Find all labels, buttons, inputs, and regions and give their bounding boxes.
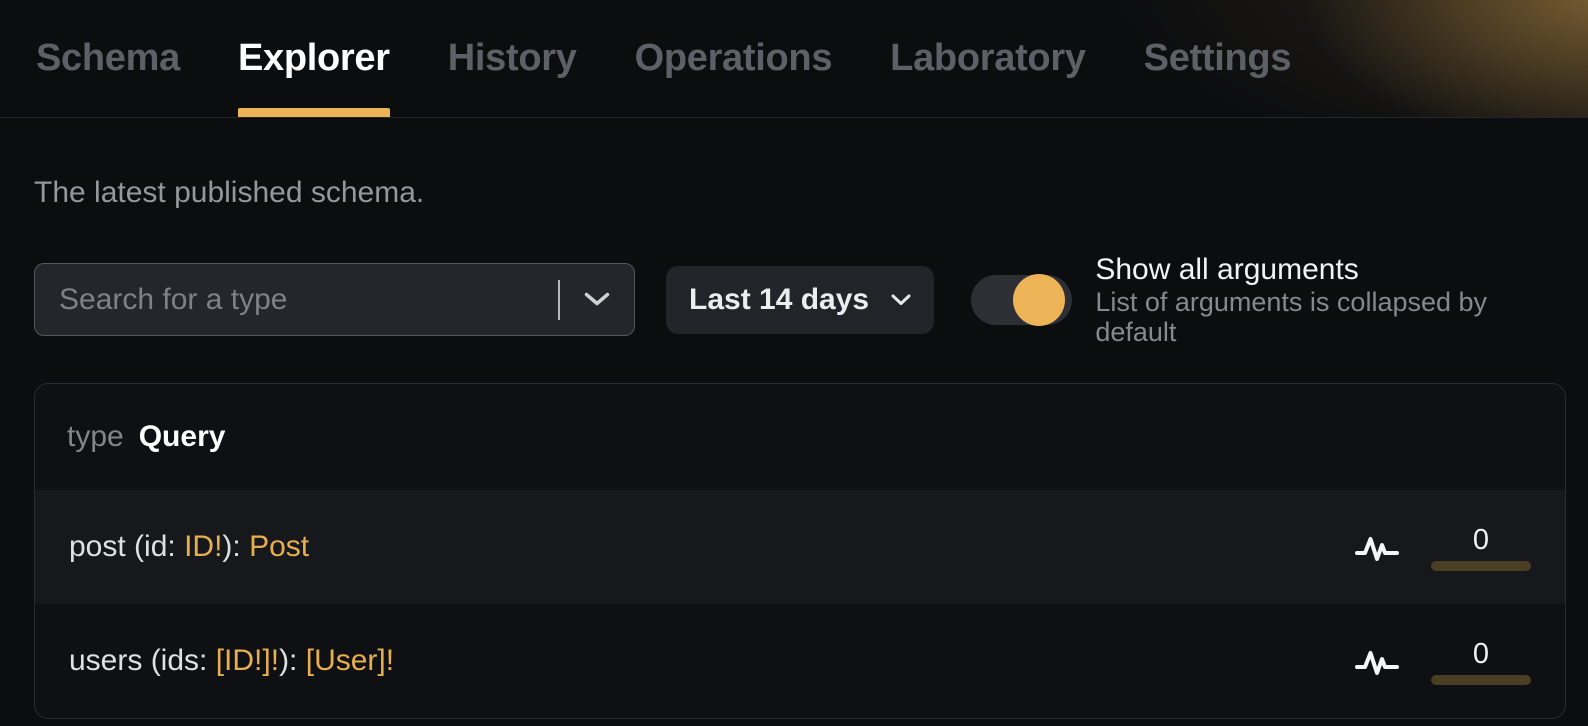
combobox-divider — [557, 279, 560, 320]
tab-label: History — [447, 37, 577, 79]
tab-label: Explorer — [237, 37, 390, 79]
tab-laboratory[interactable]: Laboratory — [890, 0, 1086, 117]
tab-schema[interactable]: Schema — [36, 0, 180, 117]
tab-label: Schema — [36, 37, 180, 79]
usage-stats: 0 — [1431, 637, 1531, 685]
chevron-down-icon[interactable] — [584, 292, 634, 307]
field-signature-text: post (id: — [69, 530, 185, 563]
chevron-down-icon — [891, 294, 911, 306]
type-name: Query — [138, 420, 226, 453]
return-type[interactable]: [User]! — [305, 644, 395, 677]
field-signature: post (id: ID!): Post — [69, 530, 309, 564]
field-signature-text: ): — [222, 530, 250, 563]
show-arguments-toggle[interactable] — [971, 273, 1073, 326]
type-search-combobox[interactable] — [34, 263, 635, 336]
period-label: Last 14 days — [689, 282, 870, 316]
page-description: The latest published schema. — [34, 176, 425, 209]
tab-label: Laboratory — [890, 37, 1086, 79]
tab-operations[interactable]: Operations — [635, 0, 833, 117]
toggle-knob — [1013, 273, 1066, 326]
tab-label: Settings — [1143, 37, 1292, 79]
return-type[interactable]: Post — [249, 530, 310, 563]
type-header: type Query — [35, 384, 1565, 490]
field-metrics: 0 — [1355, 523, 1531, 571]
type-keyword: type — [67, 420, 124, 453]
tab-settings[interactable]: Settings — [1144, 0, 1292, 117]
request-count: 0 — [1472, 638, 1490, 670]
tab-history[interactable]: History — [448, 0, 577, 117]
toggle-label-group: Show all arguments List of arguments is … — [1095, 252, 1566, 347]
controls-row: Last 14 days Show all arguments List of … — [34, 252, 1566, 347]
period-dropdown-button[interactable]: Last 14 days — [665, 265, 935, 334]
argument-type[interactable]: ID! — [184, 530, 223, 563]
tab-bar: Schema Explorer History Operations Labor… — [0, 0, 1588, 117]
search-input[interactable] — [35, 264, 558, 335]
field-row[interactable]: users (ids: [ID!]!): [User]! 0 — [35, 604, 1565, 718]
field-signature: users (ids: [ID!]!): [User]! — [69, 644, 394, 678]
usage-bar — [1431, 675, 1531, 685]
toggle-subtitle: List of arguments is collapsed by defaul… — [1095, 287, 1488, 347]
request-count: 0 — [1472, 524, 1490, 556]
active-tab-underline — [237, 108, 390, 117]
explorer-content: The latest published schema. Last 14 day… — [0, 175, 1588, 719]
argument-type[interactable]: [ID!]! — [215, 644, 280, 677]
field-signature-text: ): — [279, 644, 306, 677]
field-signature-text: users (ids: — [69, 644, 216, 677]
toggle-title: Show all arguments — [1095, 253, 1359, 286]
schema-type-card: type Query post (id: ID!): Post 0 — [34, 383, 1566, 719]
usage-stats: 0 — [1431, 523, 1531, 571]
activity-pulse-icon — [1355, 531, 1399, 563]
field-row[interactable]: post (id: ID!): Post 0 — [35, 490, 1565, 604]
field-metrics: 0 — [1355, 637, 1531, 685]
tab-label: Operations — [634, 37, 833, 79]
activity-pulse-icon — [1355, 645, 1399, 677]
top-navigation: Schema Explorer History Operations Labor… — [0, 0, 1588, 118]
tab-explorer[interactable]: Explorer — [237, 0, 390, 117]
usage-bar — [1431, 561, 1531, 571]
